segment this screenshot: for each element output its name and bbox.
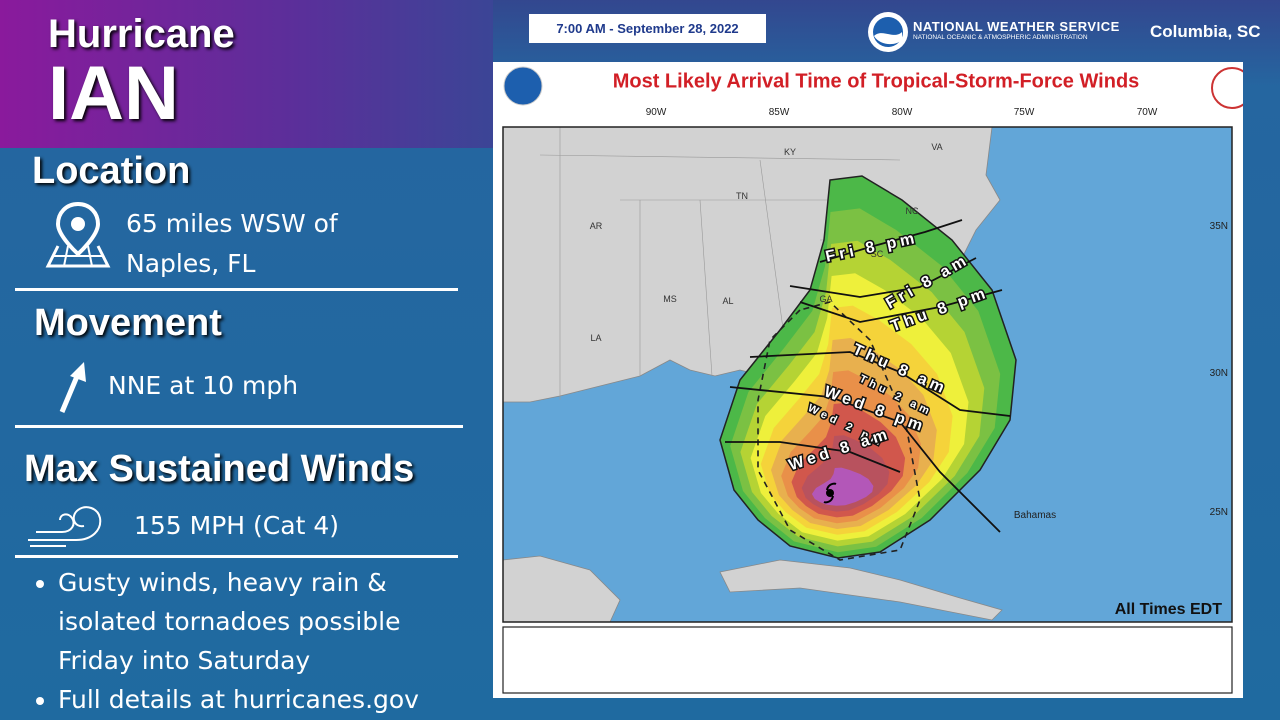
map-title: Most Likely Arrival Time of Tropical-Sto… (613, 70, 1140, 92)
storm-name: IAN (48, 51, 179, 136)
divider (15, 425, 463, 428)
state-borders (539, 127, 930, 400)
lon-label: 75W (1014, 107, 1035, 118)
land (503, 555, 621, 622)
nws-logo (1211, 67, 1243, 109)
state-label: AL (722, 296, 733, 306)
lat-label: 25N (1210, 507, 1228, 518)
place-label: Bahamas (1014, 510, 1056, 521)
bullet: Gusty winds, heavy rain & isolated torna… (58, 563, 458, 680)
map-graphic: Most Likely Arrival Time of Tropical-Sto… (493, 62, 1243, 698)
location-heading: Location (32, 150, 191, 192)
wind-icon (28, 506, 102, 547)
state-label: TN (736, 191, 748, 201)
state-label: LA (590, 333, 601, 343)
winds-heading: Max Sustained Winds (24, 448, 415, 490)
bullet-list: Gusty winds, heavy rain & isolated torna… (24, 563, 458, 719)
state-label: AR (590, 221, 603, 231)
state-label: SC (871, 249, 884, 259)
legend-box (502, 626, 1233, 694)
noaa-logo (503, 66, 543, 106)
state-label: KY (784, 147, 796, 157)
nws-logo (868, 12, 908, 52)
lat-label: 30N (1210, 368, 1228, 379)
office: Columbia, SC (1150, 22, 1261, 41)
cuba (719, 559, 1003, 621)
divider (15, 555, 458, 558)
state-label: VA (931, 142, 942, 152)
movement-text: NNE at 10 mph (108, 371, 299, 400)
state-label: NC (906, 206, 919, 216)
storm-label: Hurricane (48, 12, 235, 56)
divider (15, 288, 458, 291)
lat-label: 35N (1210, 221, 1228, 232)
header-band (0, 0, 493, 148)
probability-band (811, 467, 874, 506)
timestamp: 7:00 AM - September 28, 2022 (529, 14, 766, 43)
lon-label: 85W (769, 107, 790, 118)
agency-subtitle: NATIONAL OCEANIC & ATMOSPHERIC ADMINISTR… (913, 34, 1088, 41)
lon-label: 70W (1137, 107, 1158, 118)
storm-symbol (823, 482, 837, 504)
lon-label: 80W (892, 107, 913, 118)
movement-heading: Movement (34, 302, 222, 344)
agency-name: NATIONAL WEATHER SERVICE (913, 19, 1120, 34)
map-frame (502, 126, 1233, 623)
state-label: MS (663, 294, 677, 304)
location-text: 65 miles WSW of Naples, FL (126, 209, 338, 278)
time-note: All Times EDT (1115, 601, 1223, 618)
bullet: Full details at hurricanes.gov (58, 680, 478, 719)
pin-icon (45, 201, 111, 268)
arrival-lines (725, 219, 1011, 533)
state-label: GA (819, 294, 832, 304)
movement-arrow (59, 362, 86, 413)
winds-text: 155 MPH (Cat 4) (134, 511, 339, 540)
lon-label: 90W (646, 107, 667, 118)
